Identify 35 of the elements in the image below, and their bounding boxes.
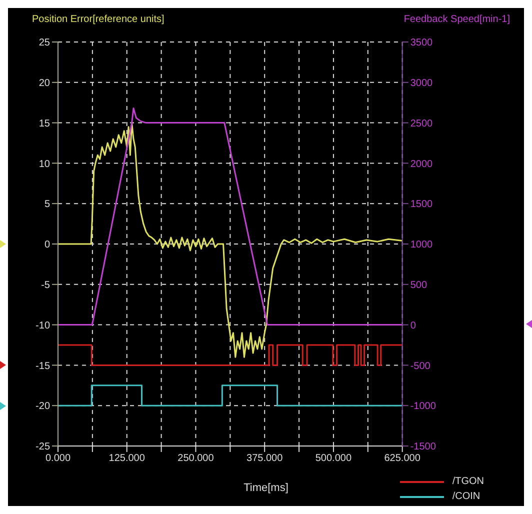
y2-axis-title: Feedback Speed[min-1] [404,14,510,25]
y-tick-label: 20 [38,78,50,89]
y2-tick-label: 0 [410,320,416,332]
x-tick-label: 375.000 [246,453,284,464]
x-tick-label: 500.000 [315,453,352,464]
legend-label: /COIN [452,491,480,502]
x-tick-label: 125.000 [108,453,146,464]
x-tick-label: 625.000 [384,453,421,464]
y2-tick-label: 3500 [410,38,434,49]
y-tick-label: 15 [38,118,50,130]
y2-tick-label: 500 [410,280,428,291]
legend-label: /TGON [452,476,484,487]
y-tick-label: -25 [36,442,50,453]
x-tick-label: 250.000 [178,453,214,464]
y-tick-label: 10 [38,158,50,170]
y2-tick-label: 3000 [410,78,434,89]
y2-tick-label: -1500 [410,442,436,453]
y-tick-label: 5 [44,199,50,210]
x-tick-label: 0.000 [45,453,71,464]
y2-tick-label: -500 [410,360,431,372]
y-axis-title: Position Error[reference units] [32,14,164,25]
y2-tick-label: 2000 [410,158,434,170]
line-series [58,108,402,326]
y-tick-label: 25 [38,38,50,49]
y2-tick-label: 2500 [410,118,434,130]
y-tick-label: -20 [36,401,50,412]
y-tick-label: -15 [36,360,50,372]
y-tick-label: -10 [36,320,50,332]
y2-tick-label: 1000 [410,240,434,251]
x-axis-title: Time[ms] [244,482,288,494]
line-series [58,122,402,358]
y-tick-label: -5 [41,280,50,291]
y2-tick-label: -1000 [410,401,436,412]
y-tick-label: 0 [44,240,50,251]
y2-tick-label: 1500 [410,199,434,210]
